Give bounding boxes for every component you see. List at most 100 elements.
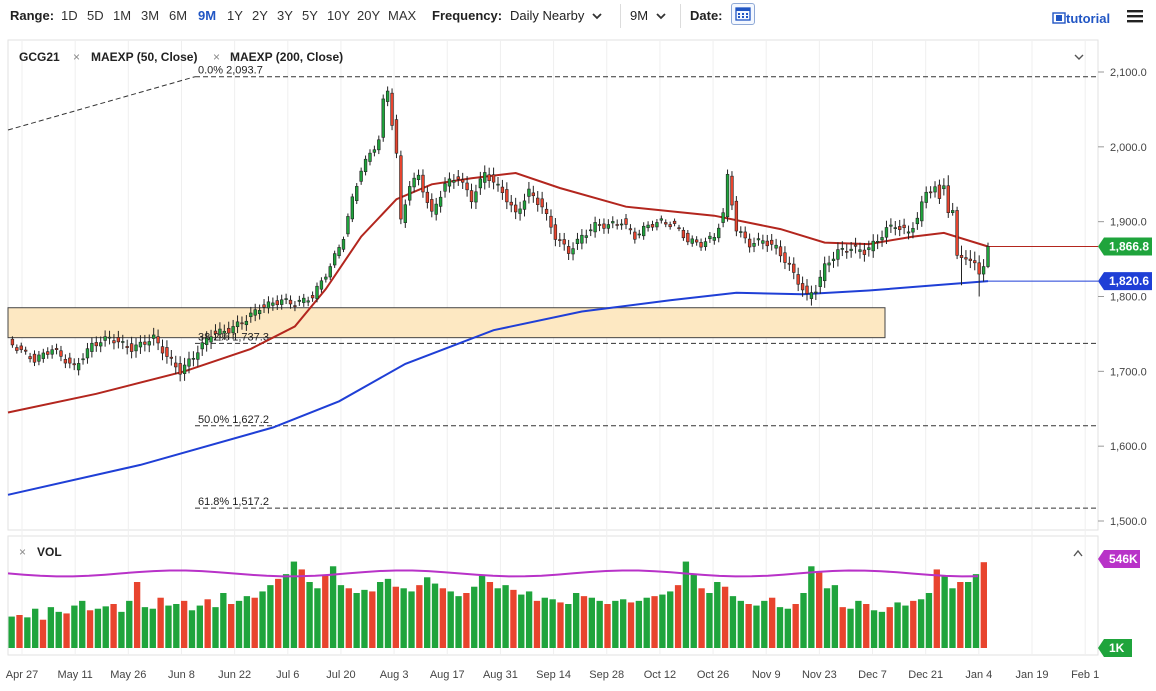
candle	[23, 346, 28, 355]
volume-bar	[706, 593, 713, 648]
candle	[134, 338, 138, 358]
fib-trend-line	[7, 76, 196, 131]
candle	[240, 316, 244, 330]
fib-level-label: 0.0% 2,093.7	[198, 65, 263, 77]
candle	[19, 342, 23, 353]
volume-bar	[55, 611, 62, 648]
candle	[566, 239, 571, 261]
candle	[902, 218, 906, 235]
range-10y-button[interactable]: 10Y	[327, 8, 351, 23]
range-5d-button[interactable]: 5D	[87, 8, 104, 23]
calendar-icon	[735, 7, 751, 21]
volume-bar	[964, 582, 972, 648]
candle	[41, 348, 45, 363]
tutorial-link[interactable]: tutorial	[1052, 11, 1110, 26]
volume-bar	[173, 604, 180, 648]
range-20y-button[interactable]: 20Y	[357, 8, 381, 23]
candle	[973, 251, 977, 271]
candle	[747, 233, 752, 253]
volume-bar	[494, 588, 501, 648]
candle	[32, 350, 37, 367]
symbol-label: GCG21	[19, 50, 60, 64]
candle	[284, 293, 288, 305]
candle	[730, 171, 734, 211]
candle	[196, 345, 200, 367]
remove-study-icon[interactable]: ×	[19, 545, 26, 559]
range-5y-button[interactable]: 5Y	[302, 8, 318, 23]
candle	[928, 186, 933, 199]
volume-bar	[596, 600, 603, 648]
remove-study-icon[interactable]: ×	[213, 50, 220, 64]
range-2y-button[interactable]: 2Y	[252, 8, 268, 23]
y-tick-label: 1,900.0	[1110, 217, 1147, 229]
volume-bar	[729, 596, 737, 648]
range-6m-button[interactable]: 6M	[169, 8, 188, 23]
candle	[884, 220, 889, 245]
volume-bar	[698, 588, 705, 648]
candle	[717, 223, 721, 243]
candle	[204, 331, 209, 352]
volume-bar	[925, 593, 933, 648]
tutorial-label: tutorial	[1066, 11, 1111, 26]
candle	[372, 145, 377, 157]
candle	[964, 250, 968, 266]
fib-level-label: 50.0% 1,627.2	[198, 414, 269, 426]
candle	[403, 199, 407, 228]
candle	[107, 330, 112, 345]
candle	[725, 169, 730, 222]
candle	[752, 237, 756, 253]
period-select[interactable]: 9M	[630, 8, 666, 24]
range-3y-button[interactable]: 3Y	[277, 8, 293, 23]
candle	[253, 303, 257, 322]
last-value-label: 1,820.6	[1109, 274, 1149, 288]
candle	[218, 322, 222, 342]
last-value-badge: 1,866.8	[1098, 237, 1152, 256]
candle	[721, 208, 725, 228]
candle	[129, 336, 134, 359]
range-label: Range:	[10, 8, 55, 23]
candle	[297, 295, 302, 306]
volume-bar	[220, 593, 227, 648]
volume-bar	[235, 600, 243, 648]
y-tick-label: 1,600.0	[1110, 441, 1147, 453]
volume-bar	[588, 597, 595, 648]
volume-bar	[800, 593, 807, 648]
frequency-select[interactable]: Daily Nearby	[510, 8, 603, 24]
candle	[143, 334, 147, 352]
candle	[315, 282, 319, 303]
range-1m-button[interactable]: 1M	[113, 8, 132, 23]
volume-bar	[180, 600, 188, 648]
range-1d-button[interactable]: 1D	[61, 8, 78, 23]
range-3m-button[interactable]: 3M	[141, 8, 160, 23]
candle	[399, 150, 403, 225]
volume-bar	[886, 607, 893, 648]
range-9m-button[interactable]: 9M	[198, 8, 217, 23]
calendar-button[interactable]	[731, 3, 755, 25]
candle	[293, 301, 297, 312]
chevron-up-icon[interactable]	[1073, 549, 1083, 557]
candle	[280, 294, 284, 310]
candle	[443, 177, 447, 198]
candle	[491, 167, 496, 190]
range-max-button[interactable]: MAX	[388, 8, 417, 23]
volume-bar	[79, 600, 86, 648]
candle	[681, 227, 686, 241]
remove-study-icon[interactable]: ×	[73, 50, 80, 64]
film-icon	[1052, 12, 1066, 24]
range-1y-button[interactable]: 1Y	[227, 8, 243, 23]
candle	[774, 238, 778, 255]
candle	[324, 273, 328, 283]
volume-bar	[761, 600, 768, 648]
candle	[756, 232, 761, 246]
candle	[200, 335, 204, 356]
candle	[792, 257, 796, 280]
candle	[694, 236, 699, 246]
hamburger-menu-icon[interactable]	[1127, 9, 1143, 23]
candle	[50, 345, 54, 359]
volume-bar	[525, 591, 533, 648]
chevron-down-icon	[656, 8, 666, 24]
chevron-down-icon[interactable]	[1074, 54, 1084, 60]
volume-bar	[212, 607, 219, 648]
volume-bar	[768, 597, 776, 648]
